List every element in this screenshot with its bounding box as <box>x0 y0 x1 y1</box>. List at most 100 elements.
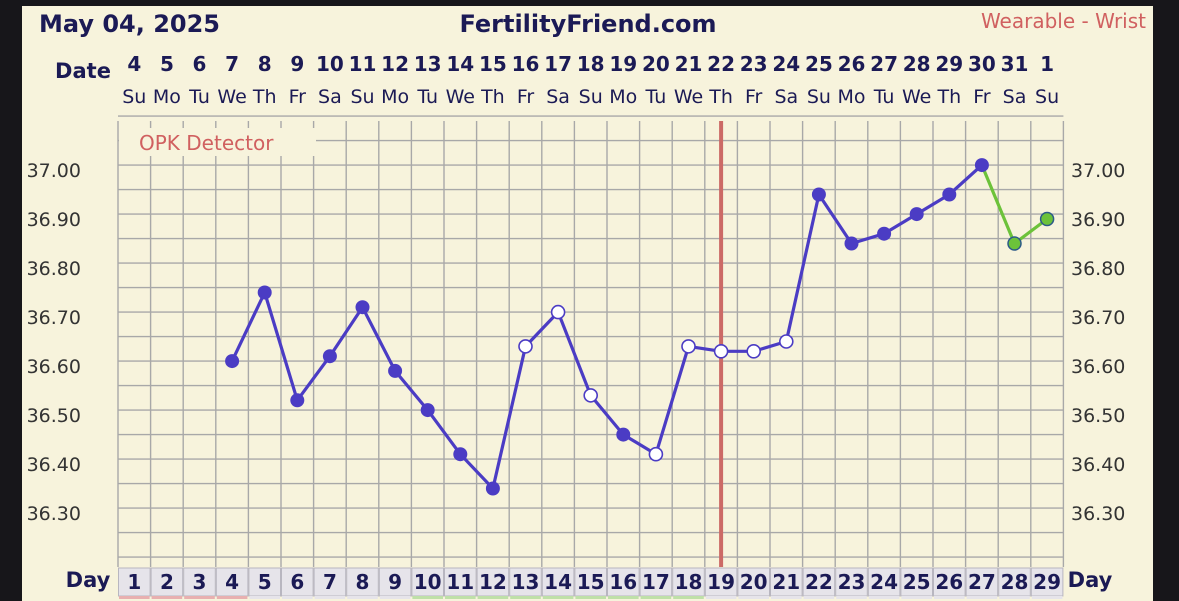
cycle-day-cell <box>867 567 901 597</box>
cycle-day-cell <box>607 567 640 597</box>
date-label: 23 <box>740 52 768 76</box>
cycle-day-strip <box>1031 596 1063 599</box>
date-label: 11 <box>349 52 377 76</box>
cycle-day-strip <box>966 596 998 599</box>
date-row-label: Date <box>55 59 111 83</box>
y-tick-right: 36.70 <box>1071 307 1125 329</box>
cycle-day-strip <box>803 596 835 599</box>
cycle-day-label: 2 <box>160 570 174 594</box>
device-label: Wearable - Wrist <box>981 9 1146 33</box>
weekday-label: Mo <box>153 86 181 108</box>
y-tick-right: 36.90 <box>1071 209 1125 231</box>
cycle-day-strip <box>184 596 215 599</box>
temp-point <box>942 187 957 202</box>
cycle-day-cell <box>737 567 771 597</box>
weekday-label: Sa <box>774 86 798 108</box>
date-label: 13 <box>414 52 442 76</box>
recent-temp-point <box>1007 236 1022 251</box>
cycle-day-strip <box>836 596 867 599</box>
cycle-day-label: 23 <box>838 570 866 594</box>
y-tick-right: 36.60 <box>1071 356 1125 378</box>
weekday-label: Mo <box>381 86 409 108</box>
temp-point-open <box>550 304 566 320</box>
temp-point-open <box>681 339 696 354</box>
cycle-day-strip <box>477 596 509 599</box>
weekday-label: Su <box>122 86 146 108</box>
fertility-chart: May 04, 2025 FertilityFriend.com Wearabl… <box>27 9 1146 599</box>
weekday-label: Th <box>480 86 505 108</box>
cycle-day-cell <box>933 567 966 597</box>
cycle-day-strip <box>119 596 150 599</box>
chart-panel: May 04, 2025 FertilityFriend.com Wearabl… <box>22 6 1153 601</box>
cycle-day-label: 10 <box>414 570 442 594</box>
weekday-label: We <box>446 86 475 108</box>
cycle-day-strip <box>771 596 802 599</box>
cycle-day-label: 24 <box>870 570 898 594</box>
cycle-day-cell <box>215 567 249 597</box>
day-row-label-right: Day <box>1068 568 1113 592</box>
date-label: 19 <box>609 52 637 76</box>
cycle-day-label: 21 <box>772 570 800 594</box>
y-tick-right: 36.40 <box>1071 454 1125 476</box>
weekday-label: Th <box>708 86 733 108</box>
y-tick-left: 36.90 <box>27 209 81 231</box>
date-label: 8 <box>258 52 272 76</box>
weekday-label: Fr <box>973 86 991 108</box>
date-label: 6 <box>193 52 207 76</box>
temp-point <box>420 403 435 418</box>
date-title: May 04, 2025 <box>39 10 220 38</box>
cycle-day-cell <box>150 567 184 597</box>
weekday-label: Sa <box>318 86 342 108</box>
y-tick-right: 36.50 <box>1071 405 1125 427</box>
weekday-label: Su <box>807 86 831 108</box>
cycle-day-cell <box>704 567 738 597</box>
weekday-row: Su Mo Tu We Th Fr Sa Su Mo Tu We Th Fr Sa Su Mo Tu We Th Fr… <box>122 86 1059 108</box>
cycle-day-strip <box>934 596 965 599</box>
cycle-day-cell <box>998 567 1031 597</box>
date-label: 27 <box>870 52 898 76</box>
cycle-day-label: 16 <box>609 570 637 594</box>
cycle-day-cell <box>770 567 803 597</box>
cycle-day-label: 6 <box>290 570 304 594</box>
date-label: 18 <box>577 52 605 76</box>
date-label: 15 <box>479 52 507 76</box>
weekday-label: Sa <box>1003 86 1027 108</box>
cycle-day-strip <box>510 596 541 599</box>
opk-label: OPK Detector <box>139 131 274 155</box>
y-tick-right: 36.80 <box>1071 258 1125 280</box>
date-label: 30 <box>968 52 996 76</box>
date-label: 28 <box>903 52 931 76</box>
cycle-day-strip <box>608 596 639 599</box>
y-tick-left: 37.00 <box>27 160 81 182</box>
cycle-day-strip <box>379 596 411 599</box>
cycle-day-label: 12 <box>479 570 507 594</box>
cycle-day-strip <box>249 596 280 599</box>
cycle-day-cell <box>802 567 836 597</box>
cycle-day-cell <box>965 567 999 597</box>
date-label: 29 <box>935 52 963 76</box>
cycle-day-strip <box>282 596 313 599</box>
temp-point <box>322 349 337 364</box>
cycle-day-strip <box>868 596 900 599</box>
date-label: 21 <box>675 52 703 76</box>
weekday-label: Mo <box>837 86 865 108</box>
date-label: 10 <box>316 52 344 76</box>
temp-point <box>355 300 370 315</box>
cycle-day-cell <box>900 567 934 597</box>
cycle-day-label: 13 <box>512 570 540 594</box>
temp-point <box>616 427 631 442</box>
cycle-day-label: 15 <box>577 570 605 594</box>
weekday-label: Tu <box>873 86 895 108</box>
weekday-label: We <box>902 86 931 108</box>
temp-point <box>388 363 403 378</box>
site-title: FertilityFriend.com <box>459 10 716 38</box>
cycle-day-cell <box>509 567 542 597</box>
cycle-day-label: 27 <box>968 570 996 594</box>
date-label: 17 <box>544 52 572 76</box>
y-tick-left: 36.50 <box>27 405 81 427</box>
cycle-day-strip <box>542 596 574 599</box>
date-row: 4 5 6 7 8 9 10 11 12 13 14 15 16 17 18 19 20 21 22 23 24 25 26… <box>127 52 1054 76</box>
cycle-day-cell <box>118 567 151 597</box>
temp-point-open <box>583 388 599 403</box>
date-label: 14 <box>446 52 474 76</box>
